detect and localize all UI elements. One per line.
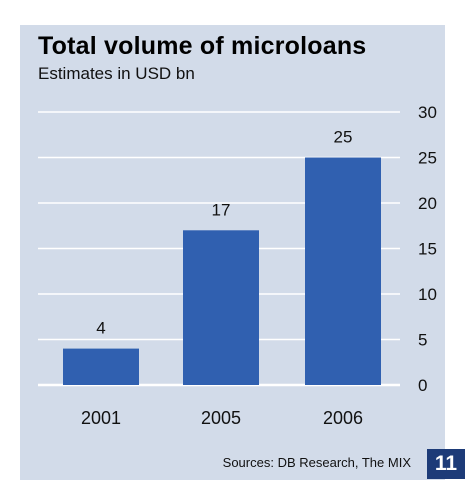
- bar-2001: [63, 348, 139, 385]
- y-tick-label: 10: [418, 285, 437, 304]
- x-tick-label: 2006: [323, 408, 363, 428]
- data-label: 4: [96, 319, 105, 338]
- bar-2006: [305, 157, 381, 385]
- data-label: 17: [212, 200, 231, 219]
- bar-2005: [183, 230, 259, 385]
- chart-title: Total volume of microloans: [38, 32, 367, 60]
- y-tick-label: 5: [418, 331, 427, 350]
- data-label: 25: [334, 128, 353, 147]
- figure-number-badge: 11: [427, 449, 465, 479]
- y-tick-label: 25: [418, 149, 437, 168]
- y-tick-label: 15: [418, 240, 437, 259]
- y-tick-label: 30: [418, 103, 437, 122]
- source-note: Sources: DB Research, The MIX: [222, 455, 411, 470]
- chart-subtitle: Estimates in USD bn: [38, 64, 195, 83]
- x-tick-label: 2005: [201, 408, 241, 428]
- y-tick-label: 20: [418, 194, 437, 213]
- y-tick-label: 0: [418, 376, 427, 395]
- x-tick-label: 2001: [81, 408, 121, 428]
